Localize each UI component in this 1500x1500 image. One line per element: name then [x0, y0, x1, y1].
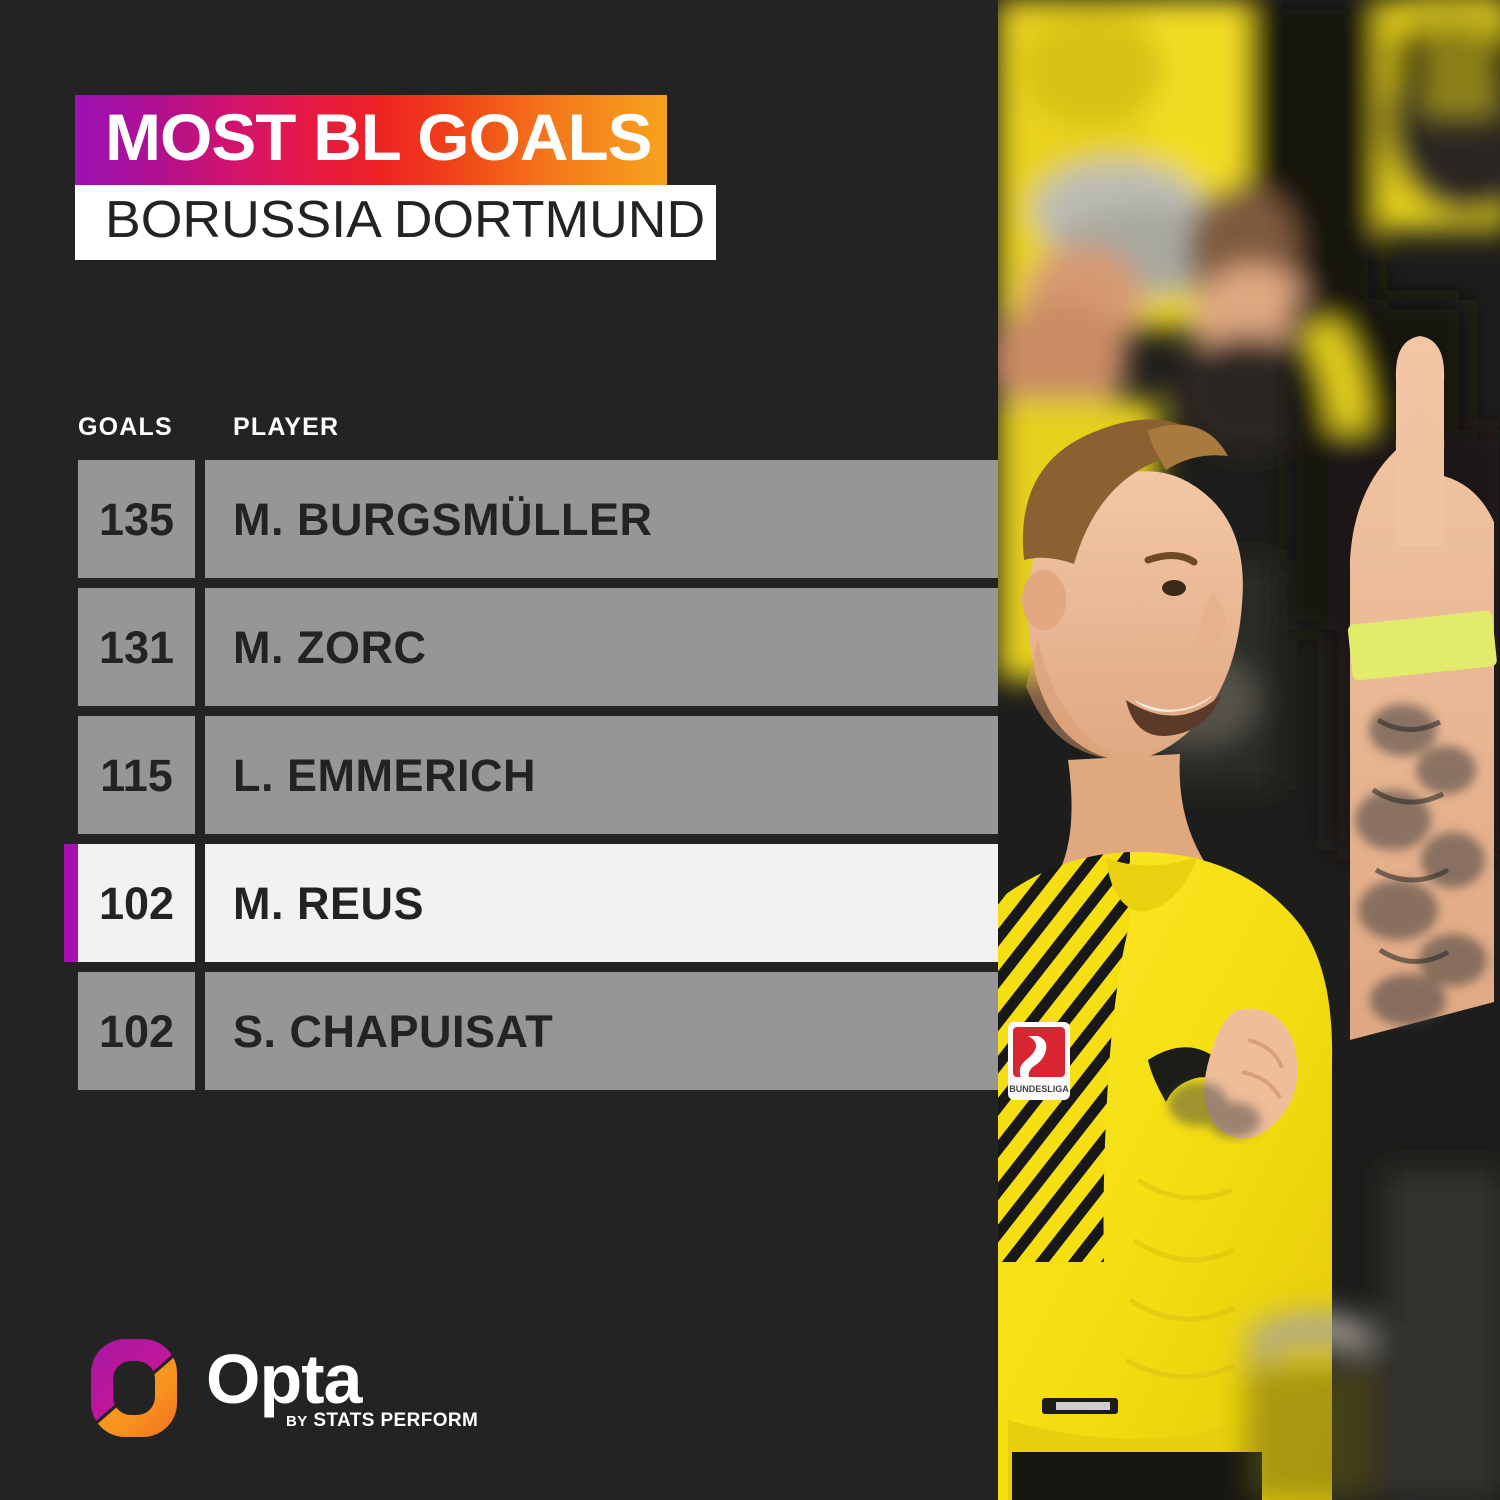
- subtitle-bar: BORUSSIA DORTMUND: [75, 185, 716, 260]
- page-title: MOST BL GOALS: [105, 100, 653, 174]
- goals-value: 102: [98, 1005, 175, 1057]
- table-row[interactable]: 135 M. BURGSMÜLLER: [78, 460, 998, 578]
- table-column-headers: GOALS PLAYER: [78, 415, 998, 445]
- page-subtitle: BORUSSIA DORTMUND: [105, 191, 706, 249]
- leaderboard-table: 135 M. BURGSMÜLLER 131 M. ZORC 115 L. EM…: [64, 460, 998, 1100]
- opta-name: Opta: [206, 1340, 362, 1418]
- goals-value: 131: [98, 621, 175, 673]
- table-row[interactable]: 102 S. CHAPUISAT: [78, 972, 998, 1090]
- opta-tagline-text: STATS PERFORM: [313, 1410, 479, 1431]
- title-bar: MOST BL GOALS: [75, 95, 667, 185]
- cell-goals: 102: [78, 972, 195, 1090]
- header: MOST BL GOALS BORUSSIA DORTMUND: [75, 95, 716, 260]
- table-row[interactable]: 115 L. EMMERICH: [78, 716, 998, 834]
- cell-goals: 135: [78, 460, 195, 578]
- opta-mark-icon: [88, 1336, 180, 1440]
- cell-goals: 102: [78, 844, 195, 962]
- goals-value: 135: [98, 493, 175, 545]
- player-name: M. REUS: [233, 877, 425, 929]
- cell-goals: 115: [78, 716, 195, 834]
- player-photo: BUNDESLIGA: [998, 0, 1500, 1500]
- player-name: S. CHAPUISAT: [233, 1005, 554, 1057]
- player-name: M. ZORC: [233, 621, 427, 673]
- column-header-goals: GOALS: [78, 413, 173, 441]
- player-name: L. EMMERICH: [233, 749, 536, 801]
- highlight-accent-bar: [64, 844, 78, 962]
- svg-text:BUNDESLIGA: BUNDESLIGA: [1009, 1084, 1069, 1094]
- cell-player: L. EMMERICH: [205, 716, 998, 834]
- photo-illustration: BUNDESLIGA: [998, 0, 1500, 1500]
- cell-player: M. REUS: [205, 844, 998, 962]
- opta-logo: Opta BY STATS PERFORM: [88, 1336, 478, 1440]
- cell-player: M. BURGSMÜLLER: [205, 460, 998, 578]
- table-row[interactable]: 131 M. ZORC: [78, 588, 998, 706]
- goals-value: 115: [100, 749, 173, 801]
- opta-wordmark: Opta BY STATS PERFORM: [206, 1336, 478, 1431]
- column-header-player: PLAYER: [233, 413, 340, 441]
- table-row-highlighted[interactable]: 102 M. REUS: [64, 844, 998, 962]
- cell-player: S. CHAPUISAT: [205, 972, 998, 1090]
- cell-goals: 131: [78, 588, 195, 706]
- opta-tagline: BY STATS PERFORM: [286, 1410, 478, 1432]
- opta-tagline-prefix: BY: [286, 1413, 308, 1430]
- player-name: M. BURGSMÜLLER: [233, 493, 653, 545]
- goals-value: 102: [98, 877, 175, 929]
- cell-player: M. ZORC: [205, 588, 998, 706]
